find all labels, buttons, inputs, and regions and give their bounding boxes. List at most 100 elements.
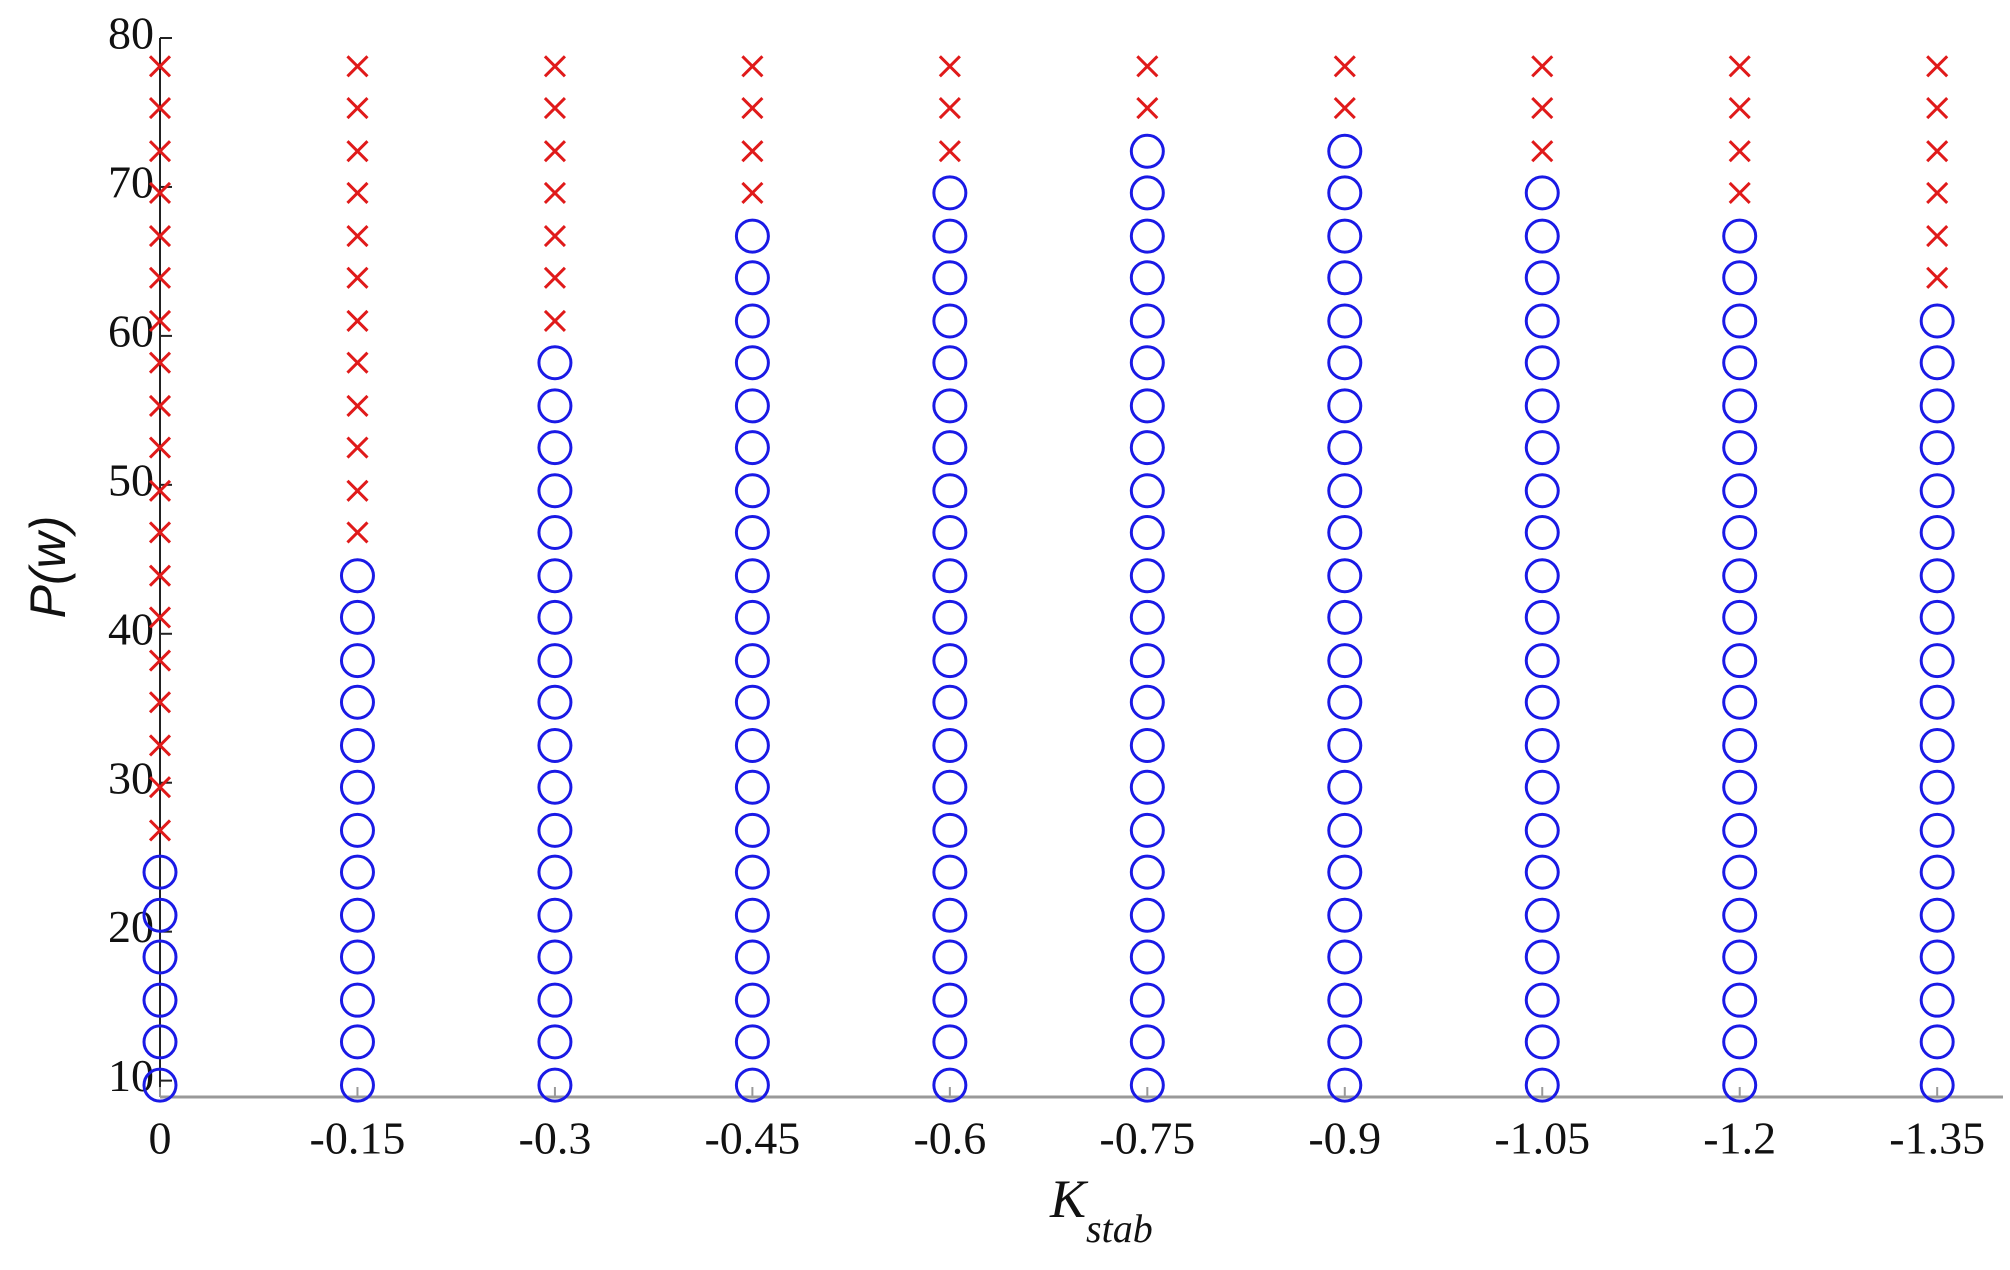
- stable-point: [142, 897, 178, 933]
- stable-point: [1327, 643, 1363, 679]
- stable-point: [1524, 388, 1560, 424]
- unstable-point: [346, 394, 369, 417]
- stable-point: [734, 939, 770, 975]
- unstable-point: [1136, 55, 1159, 78]
- stable-point: [1327, 599, 1363, 635]
- stable-point: [1129, 430, 1165, 466]
- stable-point: [339, 939, 375, 975]
- stable-point: [1129, 514, 1165, 550]
- stable-point: [1327, 982, 1363, 1018]
- stable-point: [734, 514, 770, 550]
- stable-point: [734, 345, 770, 381]
- stable-point: [1327, 558, 1363, 594]
- stable-point: [339, 854, 375, 890]
- unstable-point: [148, 776, 172, 799]
- unstable-point: [148, 564, 172, 587]
- unstable-point: [1728, 96, 1751, 120]
- stable-point: [1327, 473, 1363, 509]
- unstable-point: [938, 96, 961, 120]
- stable-point: [339, 684, 375, 720]
- unstable-point: [1926, 96, 1949, 120]
- y-tick-label: 80: [108, 8, 154, 59]
- stable-point: [1722, 260, 1758, 296]
- stable-point: [1919, 303, 1955, 339]
- stable-point: [1919, 1067, 1955, 1103]
- unstable-point: [1728, 181, 1751, 204]
- stable-point: [339, 599, 375, 635]
- stable-point: [1327, 218, 1363, 254]
- stable-point: [537, 897, 573, 933]
- x-tick-label: 0: [149, 1113, 172, 1164]
- unstable-point: [741, 181, 764, 204]
- unstable-point: [346, 309, 369, 333]
- stable-point: [1129, 303, 1165, 339]
- x-tick-label: -0.75: [1099, 1113, 1195, 1164]
- y-axis-label: P(w): [20, 516, 76, 619]
- stable-point: [339, 769, 375, 805]
- stable-point: [1919, 558, 1955, 594]
- x-tick-label: -0.45: [704, 1113, 800, 1164]
- x-axis-label-main: K: [1049, 1169, 1089, 1229]
- stable-point: [1919, 643, 1955, 679]
- unstable-point: [1531, 55, 1554, 78]
- stable-point: [932, 599, 968, 635]
- x-tick-label: -0.9: [1308, 1113, 1381, 1164]
- x-tick-label: -0.6: [913, 1113, 986, 1164]
- stable-point: [1129, 897, 1165, 933]
- stable-point: [537, 727, 573, 763]
- stable-point: [932, 643, 968, 679]
- unstable-point: [346, 225, 369, 248]
- unstable-point: [1926, 140, 1949, 163]
- unstable-point: [148, 436, 172, 459]
- unstable-point: [543, 140, 566, 163]
- stable-point: [1524, 1024, 1560, 1060]
- unstable-point: [1728, 140, 1751, 163]
- stable-point: [1327, 1024, 1363, 1060]
- stable-point: [537, 514, 573, 550]
- stable-point: [339, 982, 375, 1018]
- unstable-point: [346, 96, 369, 120]
- unstable-point: [543, 181, 566, 204]
- stable-point: [1129, 260, 1165, 296]
- x-axis-label-sub: stab: [1086, 1206, 1153, 1251]
- stable-point: [537, 558, 573, 594]
- x-tick-label: -0.15: [310, 1113, 406, 1164]
- stable-point: [734, 558, 770, 594]
- stable-point: [1327, 175, 1363, 211]
- stable-point: [932, 769, 968, 805]
- stable-point: [1524, 854, 1560, 890]
- unstable-point: [543, 225, 566, 248]
- stable-point: [932, 812, 968, 848]
- stable-point: [1327, 388, 1363, 424]
- stable-point: [142, 982, 178, 1018]
- stable-point: [1722, 684, 1758, 720]
- stable-point: [1722, 514, 1758, 550]
- unstable-point: [148, 734, 172, 757]
- stable-point: [734, 684, 770, 720]
- stable-point: [1919, 854, 1955, 890]
- stable-point: [1129, 643, 1165, 679]
- stable-point: [1919, 684, 1955, 720]
- stable-point: [932, 897, 968, 933]
- unstable-point: [148, 394, 172, 417]
- stable-point: [1129, 769, 1165, 805]
- unstable-point: [1531, 96, 1554, 120]
- unstable-point: [1333, 55, 1356, 78]
- x-tick-label: -1.05: [1494, 1113, 1590, 1164]
- stable-point: [1129, 473, 1165, 509]
- stable-point: [734, 260, 770, 296]
- stable-point: [734, 388, 770, 424]
- stable-point: [142, 854, 178, 890]
- stable-point: [932, 1067, 968, 1103]
- stable-point: [1524, 558, 1560, 594]
- stable-point: [932, 430, 968, 466]
- stable-point: [932, 854, 968, 890]
- stable-point: [1722, 769, 1758, 805]
- stable-point: [932, 175, 968, 211]
- stable-point: [339, 727, 375, 763]
- stable-point: [734, 303, 770, 339]
- stable-point: [339, 1067, 375, 1103]
- stable-point: [1327, 897, 1363, 933]
